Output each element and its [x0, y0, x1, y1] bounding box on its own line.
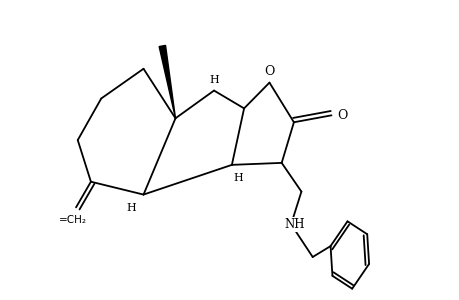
Polygon shape — [159, 45, 175, 118]
Text: H: H — [233, 173, 243, 183]
Text: NH: NH — [284, 218, 305, 231]
Text: H: H — [126, 203, 136, 213]
Text: O: O — [336, 109, 347, 122]
Text: =CH₂: =CH₂ — [59, 214, 86, 224]
Text: O: O — [264, 65, 274, 78]
Text: H: H — [209, 75, 218, 85]
